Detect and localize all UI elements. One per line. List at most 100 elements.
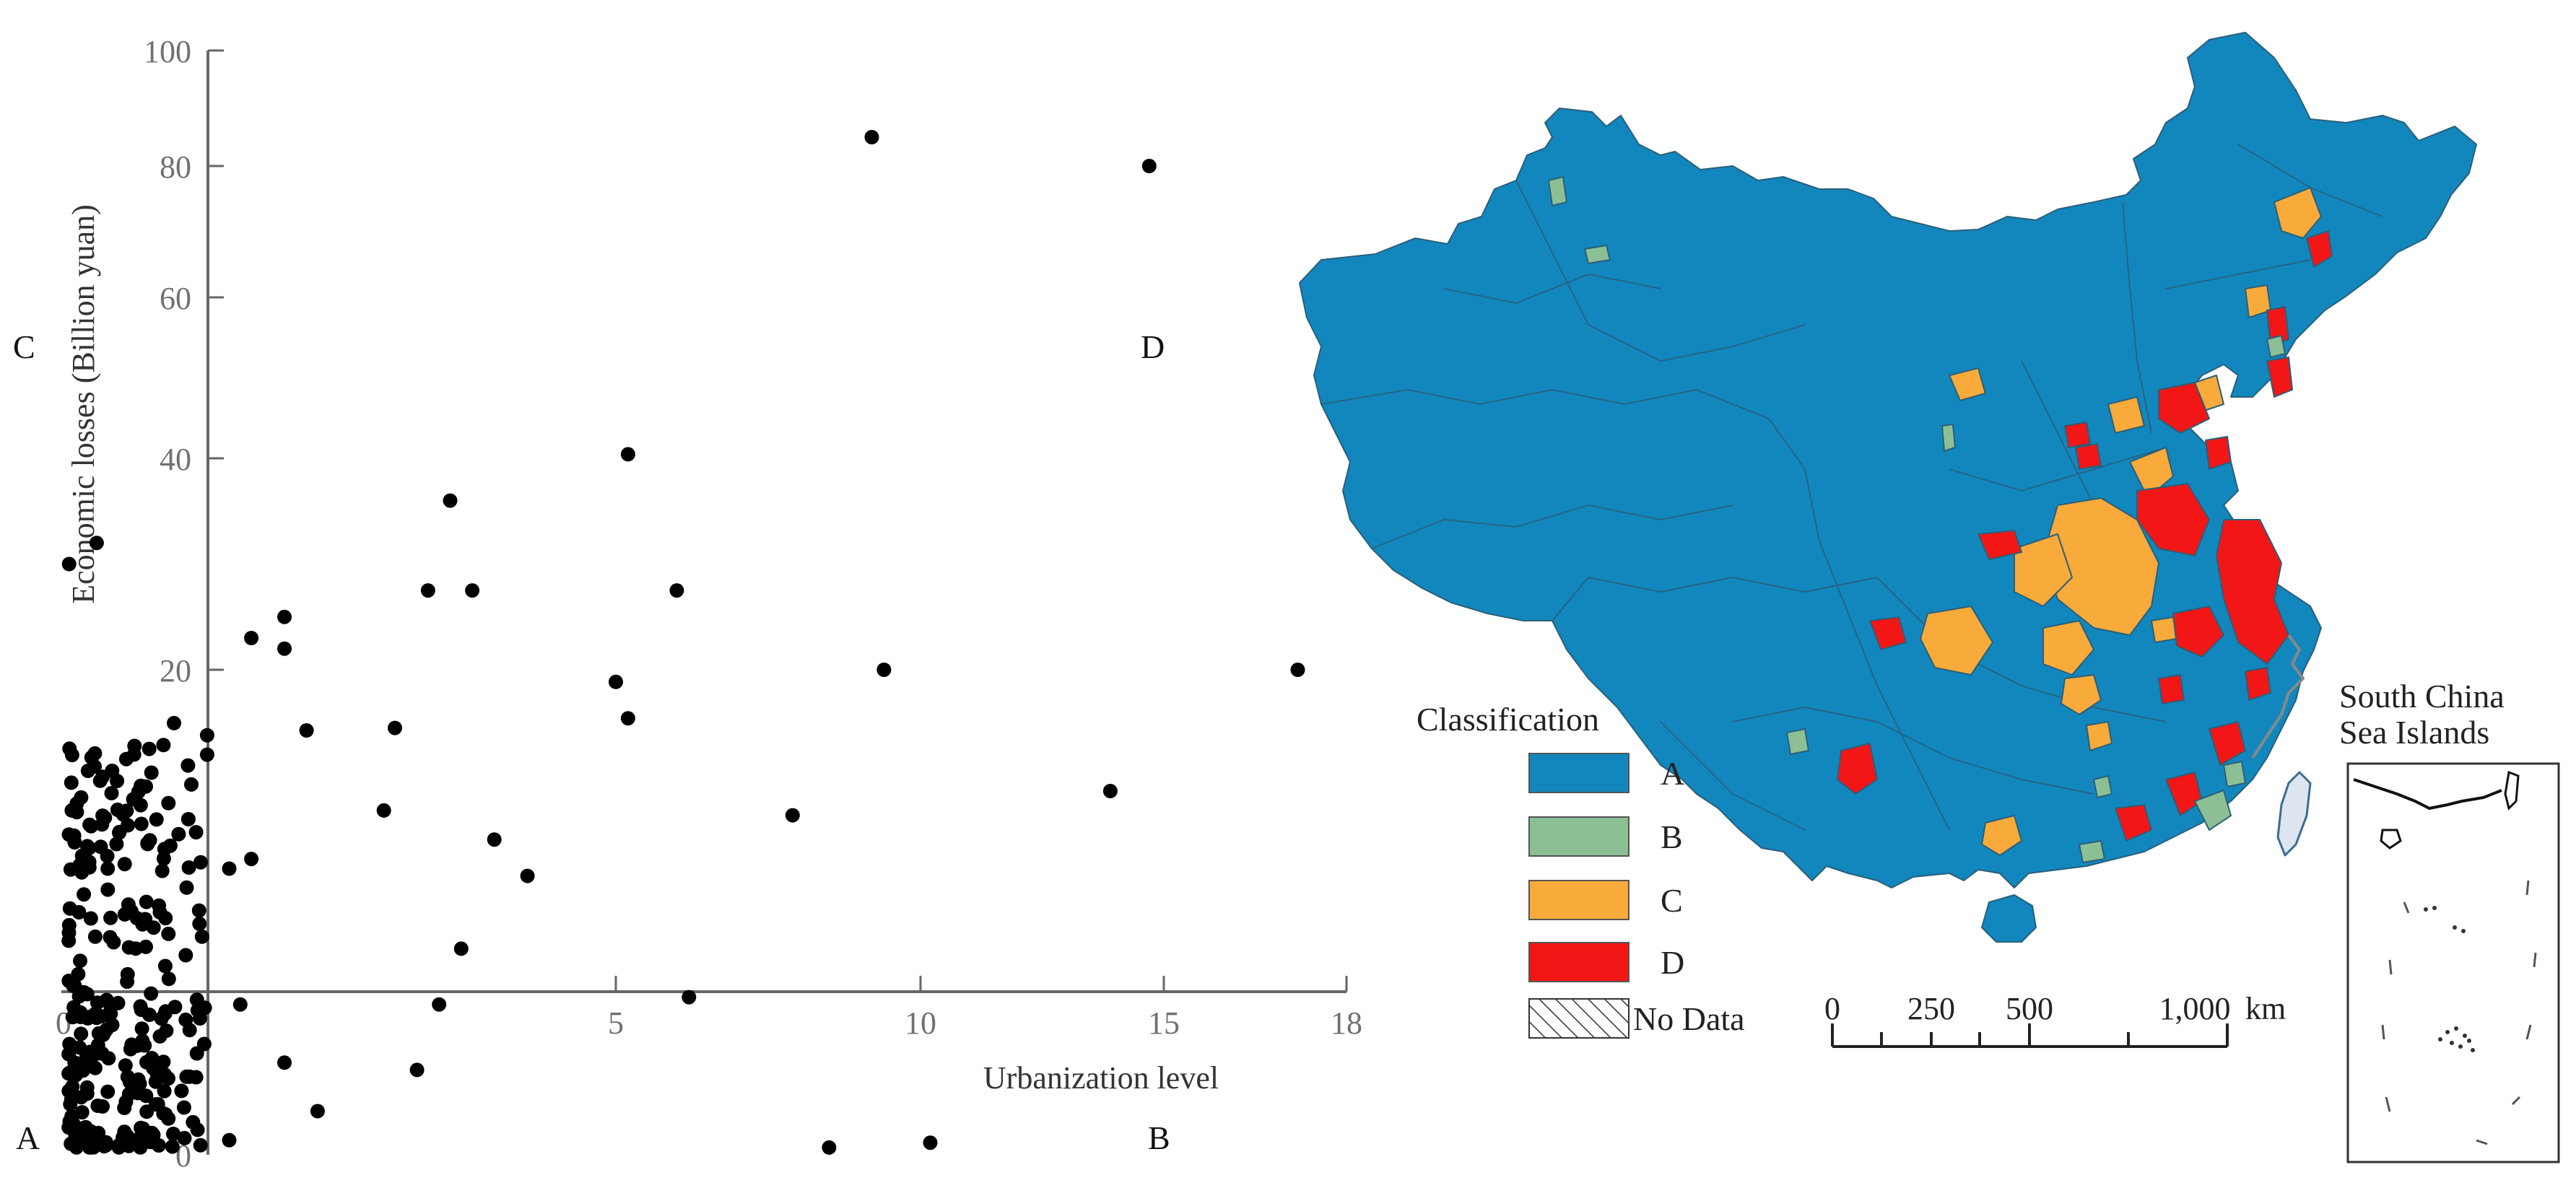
data-point [77,887,92,902]
data-point [89,536,104,551]
data-point [71,905,87,920]
scale-label: 500 [2006,991,2053,1026]
legend-item-b: B [1528,816,1683,857]
data-point [150,1067,165,1083]
data-point [420,583,435,598]
data-point [388,720,402,735]
region-d [2158,382,2210,434]
scale-label: 250 [1907,991,1955,1026]
data-point [157,1083,172,1099]
regions-category-c [1920,187,2322,856]
data-point [95,808,110,824]
data-point [117,1124,132,1140]
region-c [1949,367,1986,401]
data-point [139,894,154,909]
data-point [117,857,132,872]
data-point [61,556,77,572]
data-point [120,966,135,982]
data-point [121,1087,136,1101]
region-d [2115,804,2152,842]
region-d [2266,357,2293,398]
data-point [69,1140,84,1155]
region-d [2245,667,2271,701]
data-point [277,641,292,656]
data-point [121,1138,136,1153]
data-point [222,1132,237,1148]
data-point [72,1040,87,1055]
data-point [87,1060,103,1075]
data-point [876,663,892,677]
data-point [99,1022,114,1037]
data-point [465,583,480,598]
data-point [104,785,119,800]
data-point [93,839,108,855]
south-china-sea-inset: South China Sea Islands [2339,678,2560,1163]
region-d [2209,721,2246,766]
data-point [432,997,447,1012]
data-point [139,779,153,794]
region-c [2273,187,2322,239]
data-point [244,631,259,645]
inset-dashed-boundary [2381,880,2537,1145]
data-point [166,1127,180,1141]
data-point [277,609,292,624]
data-point [74,790,89,805]
inset-title-line1: South China [2339,678,2505,715]
data-point [189,992,204,1008]
region-d [2205,436,2232,470]
legend-label-d: D [1661,944,1684,981]
data-point [244,852,259,867]
quadrant-label-b: B [1148,1119,1170,1156]
inset-title-line2: Sea Islands [2339,714,2489,751]
data-point [110,774,125,788]
data-point [171,826,186,842]
data-point [92,773,108,788]
data-point [144,986,159,1001]
region-b [2266,335,2286,358]
regions-category-b [1548,176,2286,863]
data-point [174,1083,189,1099]
region-d [1977,530,2022,560]
data-point [144,765,159,780]
data-point [149,812,164,827]
data-point [67,835,82,849]
region-b [2079,840,2105,863]
data-point [1290,663,1305,677]
data-point [155,863,170,878]
scatter-chart: 100 80 60 40 20 0 0 5 10 15 18 Urbanizat… [13,34,1362,1174]
data-point [79,1086,94,1101]
data-point [157,958,173,974]
data-point [134,1021,149,1036]
region-b [1548,176,1567,206]
y-tick-label: 40 [160,442,191,477]
data-point [178,948,193,963]
data-point [117,1101,132,1115]
data-point [146,1127,161,1143]
region-d [2266,306,2289,347]
scale-unit: km [2245,991,2286,1026]
data-point [864,130,879,144]
coastline-detail [2251,634,2305,759]
data-point [310,1104,325,1119]
data-point [84,818,99,834]
data-point [179,880,194,895]
data-point [64,775,79,790]
region-d [2064,422,2091,448]
legend-title: Classification [1417,701,1599,738]
region-d [2172,606,2224,658]
china-map [1299,32,2477,943]
data-point [131,1131,147,1146]
taiwan-island [2276,771,2312,857]
legend-label-c: C [1661,882,1683,919]
data-point [177,1130,192,1145]
data-point [126,747,142,762]
region-d [2158,674,2185,704]
data-point [156,738,171,753]
data-point [79,987,95,1002]
region-b [2093,775,2112,798]
legend-label-no-data: No Data [1633,1000,1745,1037]
data-point [192,916,207,931]
inset-hainan [2380,829,2402,849]
data-point [121,897,136,912]
